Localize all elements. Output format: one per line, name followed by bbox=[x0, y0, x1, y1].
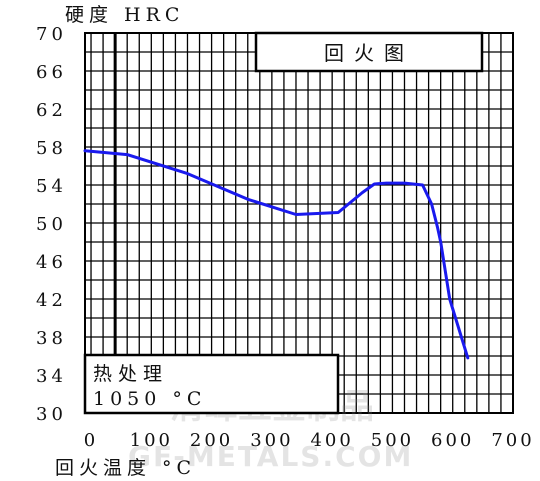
ticks: 0 100 200 300 400 500 600 700 30 34 38 42 46 50 54 58 62… bbox=[36, 24, 534, 451]
y-tick-label: 30 bbox=[36, 404, 67, 425]
title-box bbox=[254, 31, 484, 73]
x-tick-label: 400 bbox=[310, 430, 353, 451]
x-tick-label: 0 bbox=[84, 430, 98, 451]
x-tick-label: 500 bbox=[371, 430, 414, 451]
x-tick-label: 200 bbox=[190, 430, 233, 451]
y-axis-label: 硬度 HRC bbox=[65, 4, 184, 26]
y-tick-label: 54 bbox=[36, 176, 67, 197]
x-tick-label: 100 bbox=[130, 430, 173, 451]
y-tick-label: 34 bbox=[36, 366, 67, 387]
series bbox=[83, 149, 470, 360]
y-tick-label: 38 bbox=[36, 328, 67, 349]
y-tick-label: 46 bbox=[36, 252, 67, 273]
grid bbox=[84, 32, 514, 414]
heat-treatment-value: 1050 °C bbox=[93, 388, 206, 410]
watermark-en: GF-METALS.COM bbox=[128, 440, 413, 473]
x-tick-label: 600 bbox=[431, 430, 474, 451]
y-tick-label: 62 bbox=[36, 100, 67, 121]
series-line bbox=[83, 149, 470, 360]
y-tick-label: 42 bbox=[36, 290, 67, 311]
y-tick-label: 70 bbox=[36, 24, 67, 45]
heat-treatment-box bbox=[83, 353, 340, 415]
y-tick-label: 58 bbox=[36, 138, 67, 159]
heat-treatment-label: 热处理 bbox=[93, 363, 168, 385]
x-axis-label: 回火温度 °C bbox=[55, 457, 196, 479]
x-tick-label: 700 bbox=[491, 430, 534, 451]
y-tick-label: 66 bbox=[36, 62, 67, 83]
y-tick-label: 50 bbox=[36, 214, 67, 235]
x-tick-label: 300 bbox=[250, 430, 293, 451]
chart-title: 回火图 bbox=[324, 41, 414, 65]
